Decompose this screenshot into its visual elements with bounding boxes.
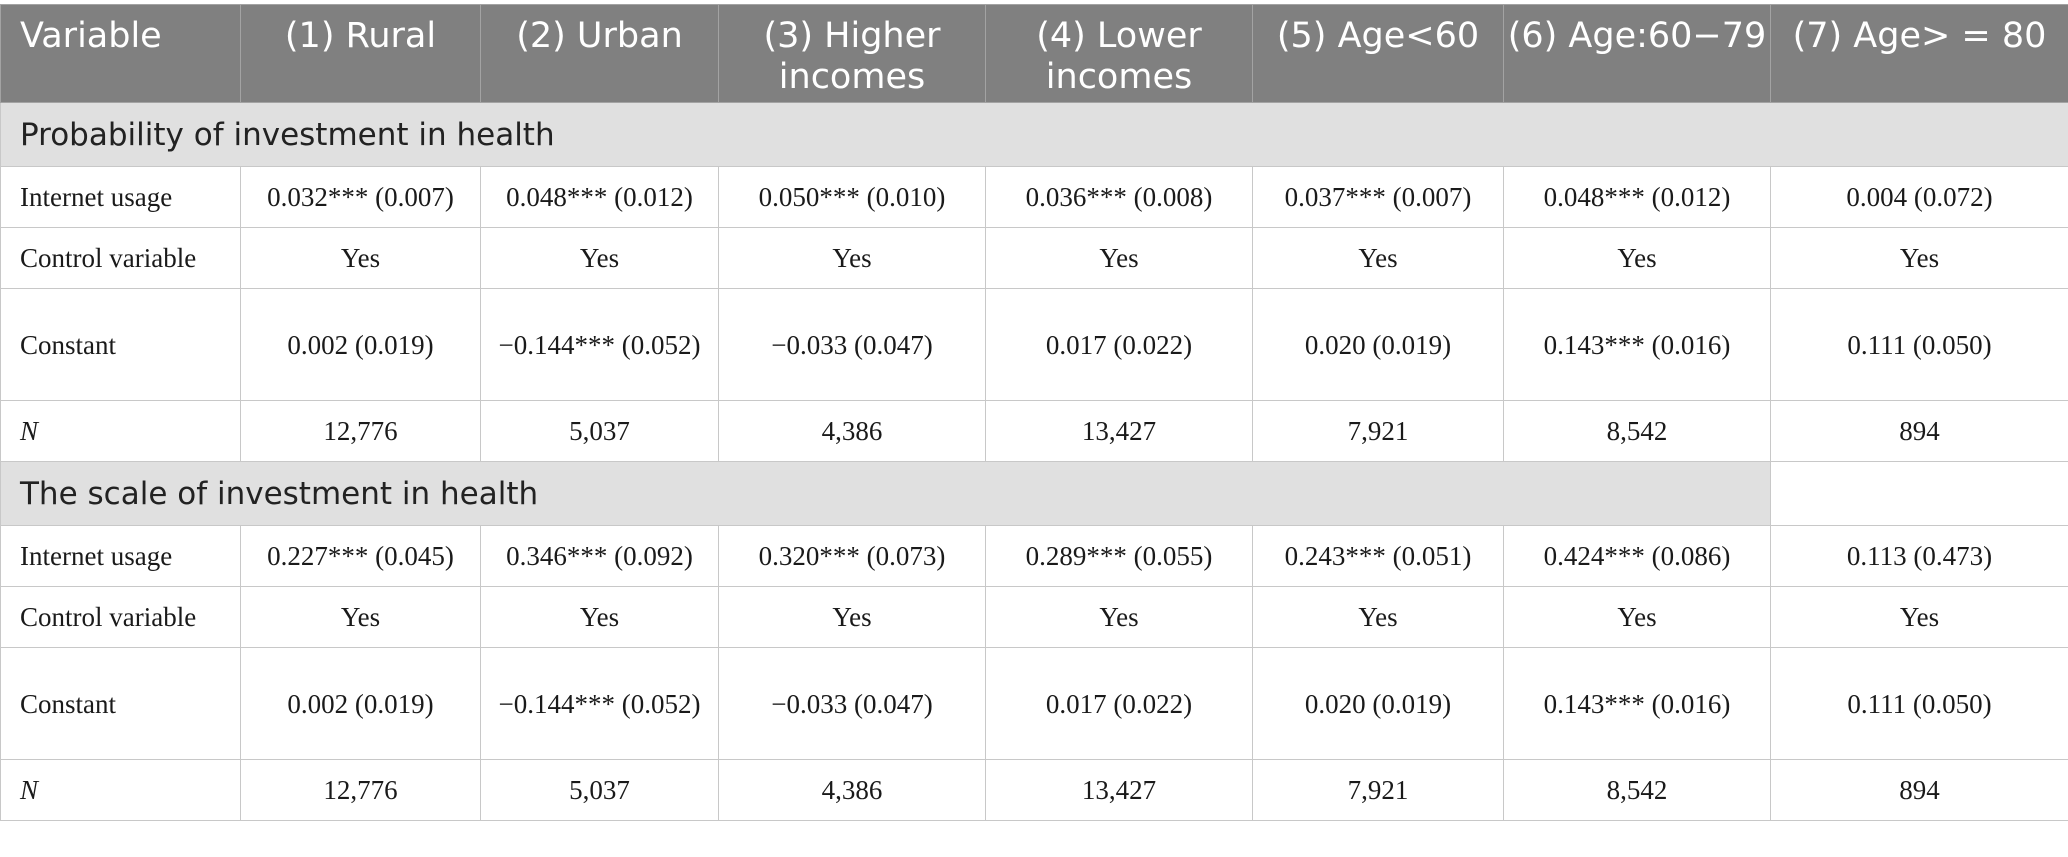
table-cell: 0.050*** (0.010)	[718, 166, 986, 228]
table-cell: 0.320*** (0.073)	[718, 525, 986, 587]
table-row: Constant 0.002 (0.019) −0.144*** (0.052)…	[0, 647, 2068, 760]
section-header-row: Probability of investment in health	[0, 102, 2068, 167]
table-cell: Yes	[240, 227, 481, 289]
row-label: N	[0, 400, 241, 462]
table-cell: 4,386	[718, 759, 986, 821]
row-label: Control variable	[0, 227, 241, 289]
table-cell: 0.002 (0.019)	[240, 288, 481, 401]
table-cell: 0.017 (0.022)	[985, 288, 1253, 401]
table-cell: Yes	[718, 586, 986, 648]
table-cell: 4,386	[718, 400, 986, 462]
table-row: Constant 0.002 (0.019) −0.144*** (0.052)…	[0, 288, 2068, 401]
header-age-60-79: (6) Age:60−79	[1503, 4, 1771, 103]
table-cell: 0.111 (0.050)	[1770, 288, 2068, 401]
table-cell: 12,776	[240, 759, 481, 821]
table-row: N 12,776 5,037 4,386 13,427 7,921 8,542 …	[0, 400, 2068, 462]
empty-cell	[1770, 461, 2068, 526]
header-lower-incomes: (4) Lower incomes	[985, 4, 1253, 103]
table-cell: 0.227*** (0.045)	[240, 525, 481, 587]
table-cell: Yes	[1770, 227, 2068, 289]
table-row: Control variable Yes Yes Yes Yes Yes Yes…	[0, 586, 2068, 648]
table-cell: Yes	[1503, 227, 1771, 289]
table-cell: Yes	[985, 227, 1253, 289]
table-cell: 0.004 (0.072)	[1770, 166, 2068, 228]
table-cell: Yes	[1503, 586, 1771, 648]
table-cell: Yes	[1252, 227, 1504, 289]
table-cell: 0.113 (0.473)	[1770, 525, 2068, 587]
table-cell: 0.048*** (0.012)	[480, 166, 719, 228]
table-cell: −0.144*** (0.052)	[480, 647, 719, 760]
table-cell: 12,776	[240, 400, 481, 462]
table-cell: 8,542	[1503, 759, 1771, 821]
table-cell: Yes	[480, 586, 719, 648]
table-cell: 894	[1770, 400, 2068, 462]
row-label: N	[0, 759, 241, 821]
table-cell: 7,921	[1252, 759, 1504, 821]
table-row: Control variable Yes Yes Yes Yes Yes Yes…	[0, 227, 2068, 289]
table-cell: 0.032*** (0.007)	[240, 166, 481, 228]
row-label: Internet usage	[0, 166, 241, 228]
table-cell: 5,037	[480, 759, 719, 821]
table-cell: 0.037*** (0.007)	[1252, 166, 1504, 228]
table-cell: 0.020 (0.019)	[1252, 647, 1504, 760]
table-cell: 5,037	[480, 400, 719, 462]
results-table: Variable (1) Rural (2) Urban (3) Higher …	[0, 4, 2068, 821]
table-cell: Yes	[718, 227, 986, 289]
table-cell: 0.036*** (0.008)	[985, 166, 1253, 228]
table-cell: Yes	[1252, 586, 1504, 648]
table-cell: 8,542	[1503, 400, 1771, 462]
header-rural: (1) Rural	[240, 4, 481, 103]
header-row: Variable (1) Rural (2) Urban (3) Higher …	[0, 4, 2068, 103]
header-variable: Variable	[0, 4, 241, 103]
table-cell: 0.020 (0.019)	[1252, 288, 1504, 401]
table-cell: 0.143*** (0.016)	[1503, 647, 1771, 760]
section-header-row: The scale of investment in health	[0, 461, 2068, 526]
section-title: Probability of investment in health	[0, 102, 2068, 167]
table-row: N 12,776 5,037 4,386 13,427 7,921 8,542 …	[0, 759, 2068, 821]
table-cell: Yes	[1770, 586, 2068, 648]
table-cell: 13,427	[985, 400, 1253, 462]
section-title: The scale of investment in health	[0, 461, 1771, 526]
table-cell: 0.017 (0.022)	[985, 647, 1253, 760]
table-cell: 0.111 (0.050)	[1770, 647, 2068, 760]
table-cell: −0.144*** (0.052)	[480, 288, 719, 401]
table-cell: 0.346*** (0.092)	[480, 525, 719, 587]
table-cell: Yes	[480, 227, 719, 289]
table-cell: 0.243*** (0.051)	[1252, 525, 1504, 587]
header-age-under-60: (5) Age<60	[1252, 4, 1504, 103]
row-label: Internet usage	[0, 525, 241, 587]
table-cell: 0.424*** (0.086)	[1503, 525, 1771, 587]
table-row: Internet usage 0.032*** (0.007) 0.048***…	[0, 166, 2068, 228]
row-label: Control variable	[0, 586, 241, 648]
row-label: Constant	[0, 647, 241, 760]
table-cell: −0.033 (0.047)	[718, 647, 986, 760]
table-cell: Yes	[985, 586, 1253, 648]
table-cell: 0.048*** (0.012)	[1503, 166, 1771, 228]
table-cell: Yes	[240, 586, 481, 648]
table-cell: −0.033 (0.047)	[718, 288, 986, 401]
table-cell: 0.143*** (0.016)	[1503, 288, 1771, 401]
table-cell: 0.289*** (0.055)	[985, 525, 1253, 587]
table-cell: 0.002 (0.019)	[240, 647, 481, 760]
table-cell: 13,427	[985, 759, 1253, 821]
header-age-80-plus: (7) Age> = 80	[1770, 4, 2068, 103]
table-cell: 7,921	[1252, 400, 1504, 462]
header-urban: (2) Urban	[480, 4, 719, 103]
row-label: Constant	[0, 288, 241, 401]
table-cell: 894	[1770, 759, 2068, 821]
header-higher-incomes: (3) Higher incomes	[718, 4, 986, 103]
table-row: Internet usage 0.227*** (0.045) 0.346***…	[0, 525, 2068, 587]
